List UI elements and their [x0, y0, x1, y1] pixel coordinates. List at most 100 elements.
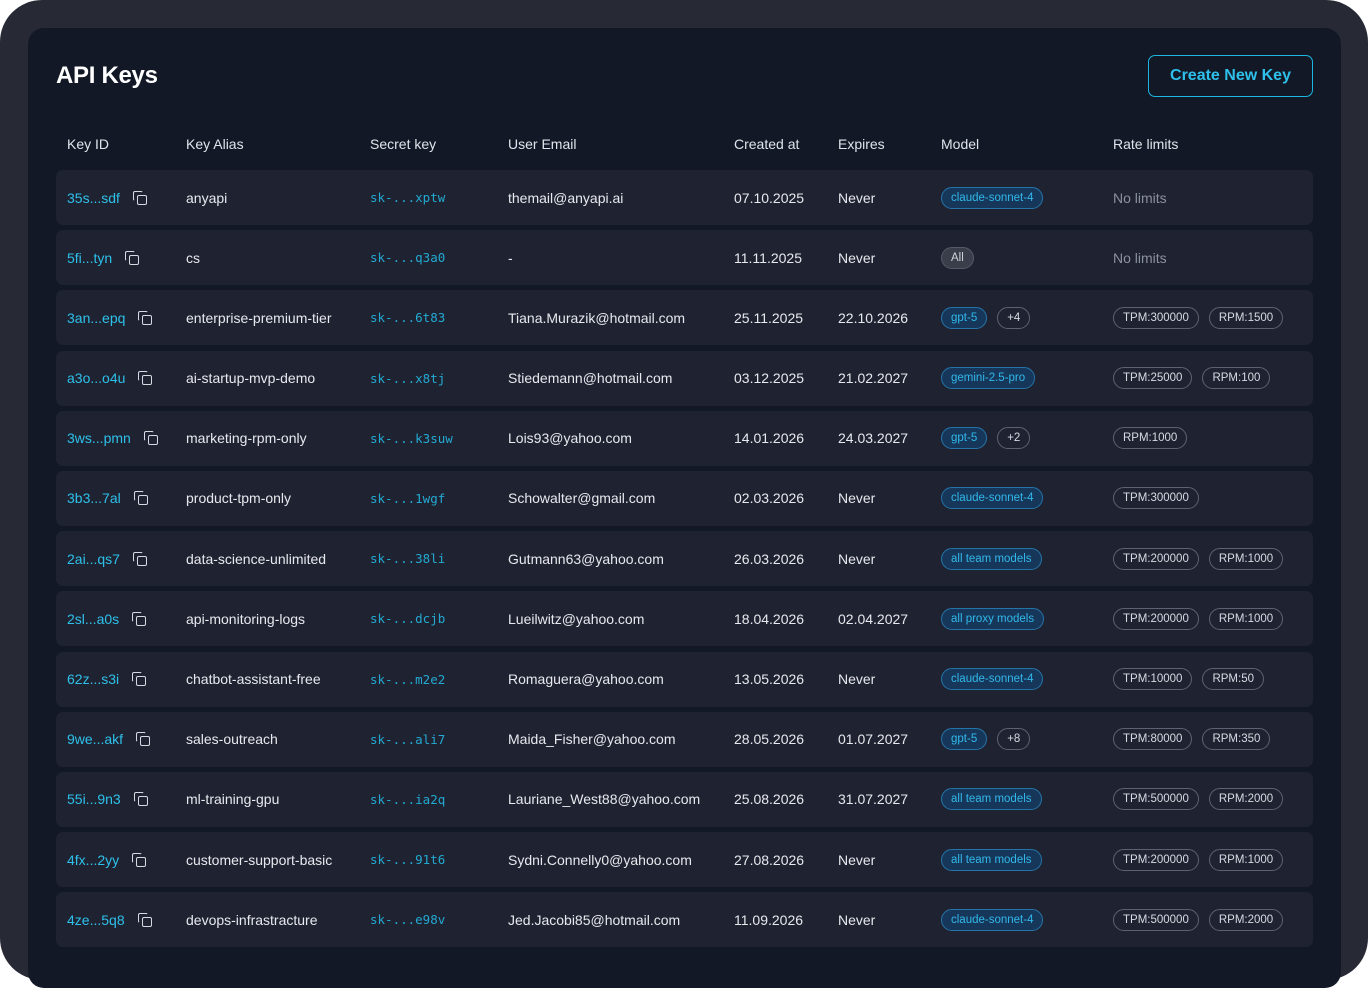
table-header: Key ID Key Alias Secret key User Email C… — [56, 128, 1313, 160]
copy-icon[interactable] — [138, 310, 153, 325]
model-badge: gpt-5 — [941, 728, 988, 751]
copy-icon[interactable] — [132, 672, 147, 686]
table-row[interactable]: 62z...s3i chatbot-assistant-free sk-...m… — [56, 651, 1313, 707]
rate-limits-cell: TPM:200000 RPM:1000 — [1113, 531, 1293, 586]
key-id-cell: 35s...sdf — [67, 170, 147, 225]
key-alias: devops-infrastracture — [186, 911, 318, 928]
table-row[interactable]: 2sl...a0s api-monitoring-logs sk-...dcjb… — [56, 591, 1313, 647]
key-id-link[interactable]: 5fi...tyn — [67, 249, 113, 266]
table-row[interactable]: a3o...o4u ai-startup-mvp-demo sk-...x8tj… — [56, 350, 1313, 406]
table-row[interactable]: 35s...sdf anyapi sk-...xptw themail@anya… — [56, 170, 1313, 225]
key-id-link[interactable]: 35s...sdf — [67, 189, 120, 206]
table-row[interactable]: 5fi...tyn cs sk-...q3a0 - 11.11.2025 Nev… — [56, 230, 1313, 286]
key-id-link[interactable]: 2sl...a0s — [67, 610, 120, 627]
rate-limit-badge: TPM:25000 — [1113, 367, 1193, 390]
table-row[interactable]: 4fx...2yy customer-support-basic sk-...9… — [56, 832, 1313, 888]
table-row[interactable]: 3b3...7al product-tpm-only sk-...1wgf Sc… — [56, 470, 1313, 526]
rate-limit-badge: TPM:500000 — [1113, 908, 1199, 931]
table-row[interactable]: 55i...9n3 ml-training-gpu sk-...ia2q Lau… — [56, 771, 1313, 827]
user-email: Sydni.Connelly0@yahoo.com — [508, 851, 692, 868]
copy-icon[interactable] — [132, 551, 147, 566]
expires: 22.10.2026 — [838, 309, 909, 326]
column-header-user-email[interactable]: User Email — [508, 136, 577, 152]
key-id-link[interactable]: a3o...o4u — [67, 370, 126, 387]
create-new-key-button[interactable]: Create New Key — [1148, 55, 1313, 97]
key-id-link[interactable]: 3b3...7al — [67, 490, 121, 507]
model-badge: all team models — [941, 848, 1042, 871]
created-at: 26.03.2026 — [734, 550, 805, 567]
created-at: 18.04.2026 — [734, 610, 805, 627]
no-limits-text: No limits — [1113, 189, 1167, 206]
rate-limits-cell: No limits — [1113, 230, 1167, 285]
created-at: 13.05.2026 — [734, 671, 805, 687]
table-row[interactable]: 4ze...5q8 devops-infrastracture sk-...e9… — [56, 892, 1313, 948]
rate-limit-badge: TPM:200000 — [1113, 848, 1199, 871]
copy-icon[interactable] — [136, 732, 151, 747]
model-cell: claude-sonnet-4 — [941, 170, 1053, 225]
expires: Never — [838, 249, 876, 266]
key-id-link[interactable]: 2ai...qs7 — [67, 550, 120, 567]
key-id-link[interactable]: 4fx...2yy — [67, 851, 120, 868]
key-id-link[interactable]: 3ws...pmn — [67, 430, 131, 447]
rate-limit-badge: RPM:1000 — [1113, 427, 1188, 450]
key-alias: customer-support-basic — [186, 851, 333, 868]
user-email: Tiana.Murazik@hotmail.com — [508, 309, 686, 326]
copy-icon[interactable] — [132, 611, 147, 626]
more-models-badge[interactable]: +2 — [997, 427, 1031, 450]
keys-table-body: 35s...sdf anyapi sk-...xptw themail@anya… — [56, 170, 1313, 952]
key-id-link[interactable]: 3an...epq — [67, 309, 126, 326]
rate-limits-cell: TPM:10000 RPM:50 — [1113, 652, 1274, 707]
column-header-rate-limits[interactable]: Rate limits — [1113, 136, 1179, 152]
rate-limits-cell: TPM:500000 RPM:2000 — [1113, 892, 1293, 947]
table-row[interactable]: 3an...epq enterprise-premium-tier sk-...… — [56, 290, 1313, 346]
table-row[interactable]: 3ws...pmn marketing-rpm-only sk-...k3suw… — [56, 410, 1313, 466]
model-cell: gpt-5 +2 — [941, 411, 1040, 466]
expires: 21.02.2027 — [838, 370, 909, 387]
copy-icon[interactable] — [132, 190, 147, 205]
created-at: 14.01.2026 — [734, 430, 805, 447]
secret-key: sk-...xptw — [370, 190, 446, 205]
page-title: API Keys — [56, 62, 158, 89]
secret-key: sk-...m2e2 — [370, 671, 446, 687]
model-cell: all team models — [941, 772, 1052, 827]
model-badge: claude-sonnet-4 — [941, 908, 1044, 931]
rate-limit-badge: TPM:200000 — [1113, 547, 1199, 570]
copy-icon[interactable] — [137, 912, 152, 927]
key-id-cell: 5fi...tyn — [67, 230, 140, 285]
secret-key: sk-...k3suw — [370, 430, 453, 446]
key-alias: ml-training-gpu — [186, 791, 280, 808]
key-alias: sales-outreach — [186, 731, 278, 748]
rate-limit-badge: RPM:350 — [1202, 728, 1271, 751]
copy-icon[interactable] — [133, 491, 148, 506]
key-id-cell: 3ws...pmn — [67, 411, 158, 466]
rate-limits-cell: TPM:25000 RPM:100 — [1113, 351, 1280, 406]
key-id-link[interactable]: 4ze...5q8 — [67, 911, 125, 928]
user-email: Romaguera@yahoo.com — [508, 671, 664, 687]
key-id-link[interactable]: 62z...s3i — [67, 671, 120, 687]
key-id-link[interactable]: 9we...akf — [67, 731, 124, 748]
created-at: 03.12.2025 — [734, 370, 805, 387]
copy-icon[interactable] — [143, 431, 158, 446]
column-header-model[interactable]: Model — [941, 136, 980, 152]
column-header-key-alias[interactable]: Key Alias — [186, 136, 244, 152]
table-row[interactable]: 9we...akf sales-outreach sk-...ali7 Maid… — [56, 711, 1313, 767]
secret-key: sk-...1wgf — [370, 490, 446, 506]
secret-key: sk-...q3a0 — [370, 250, 446, 266]
column-header-created-at[interactable]: Created at — [734, 136, 800, 152]
copy-icon[interactable] — [132, 852, 147, 867]
table-row[interactable]: 2ai...qs7 data-science-unlimited sk-...3… — [56, 531, 1313, 587]
secret-key: sk-...91t6 — [370, 852, 446, 868]
column-header-expires[interactable]: Expires — [838, 136, 885, 152]
key-id-cell: 62z...s3i — [67, 652, 147, 707]
more-models-badge[interactable]: +4 — [997, 306, 1031, 329]
column-header-key-id[interactable]: Key ID — [67, 136, 110, 152]
copy-icon[interactable] — [133, 792, 148, 807]
rate-limit-badge: RPM:2000 — [1208, 908, 1284, 931]
copy-icon[interactable] — [138, 371, 153, 386]
key-id-link[interactable]: 55i...9n3 — [67, 791, 121, 808]
rate-limit-badge: RPM:2000 — [1208, 788, 1284, 811]
column-header-secret-key[interactable]: Secret key — [370, 136, 437, 152]
copy-icon[interactable] — [125, 250, 140, 265]
more-models-badge[interactable]: +8 — [997, 728, 1031, 751]
